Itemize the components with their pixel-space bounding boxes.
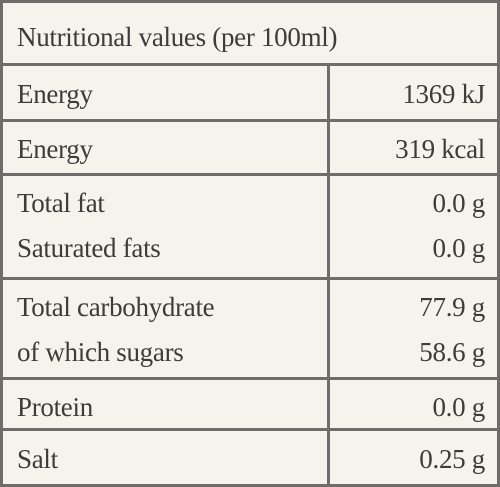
row-value-saturated-fats: 0.0 g	[432, 233, 485, 263]
row-label-energy-kcal: Energy	[17, 134, 93, 164]
row-value-energy-kcal: 319 kcal	[395, 134, 485, 164]
row-value-total-fat: 0.0 g	[432, 188, 485, 218]
row-label-total-carbohydrate: Total carbohydrate	[17, 292, 215, 322]
separator-row-2	[0, 173, 500, 176]
separator-row-5	[0, 428, 500, 431]
separator-header	[0, 63, 500, 66]
separator-row-1	[0, 119, 500, 122]
row-label-sugars: of which sugars	[17, 337, 184, 367]
separator-row-4	[0, 377, 500, 380]
row-value-energy-kj: 1369 kJ	[402, 79, 485, 109]
table-title: Nutritional values (per 100ml)	[17, 22, 338, 52]
border-top	[0, 0, 500, 3]
row-label-total-fat: Total fat	[17, 188, 105, 218]
row-value-total-carbohydrate: 77.9 g	[419, 292, 485, 322]
row-label-salt: Salt	[17, 444, 58, 474]
border-left	[0, 0, 3, 487]
row-label-energy-kj: Energy	[17, 79, 93, 109]
row-label-saturated-fats: Saturated fats	[17, 233, 161, 263]
border-right	[497, 0, 500, 487]
border-bottom	[0, 484, 500, 487]
column-separator	[327, 63, 330, 487]
row-value-salt: 0.25 g	[419, 444, 485, 474]
row-label-protein: Protein	[17, 392, 93, 422]
separator-row-3	[0, 277, 500, 280]
row-value-sugars: 58.6 g	[419, 337, 485, 367]
row-value-protein: 0.0 g	[432, 392, 485, 422]
